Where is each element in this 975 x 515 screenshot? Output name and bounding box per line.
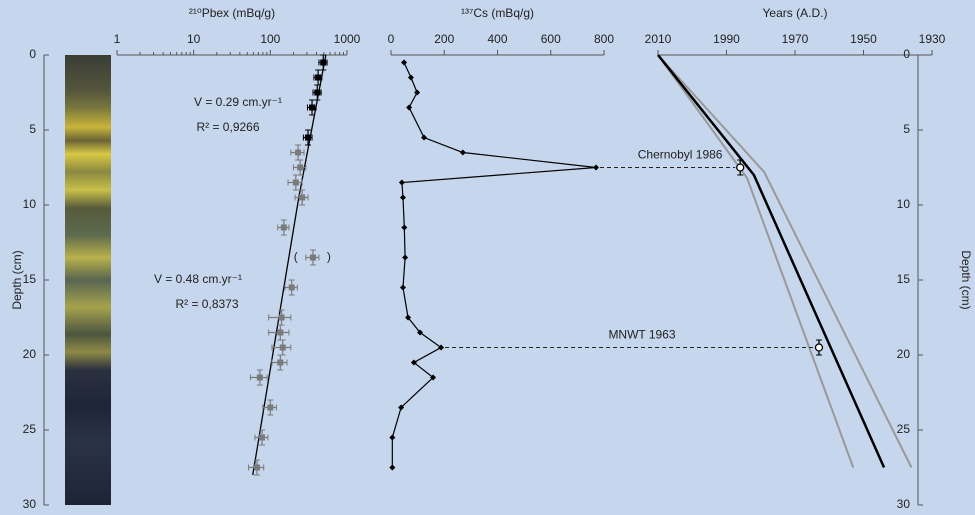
x-tick-label: 1000	[334, 32, 361, 46]
x-tick-label: 0	[388, 32, 395, 46]
point	[310, 255, 316, 261]
cs-point	[389, 465, 395, 471]
x-tick-label: 400	[487, 32, 507, 46]
point	[299, 195, 305, 201]
x-tick-label: 1930	[919, 32, 946, 46]
fit-annotation: R² = 0,8373	[175, 297, 238, 311]
cs-point	[593, 165, 599, 171]
event-label: Chernobyl 1986	[638, 148, 723, 162]
fit-line	[253, 198, 299, 476]
bracket: )	[327, 250, 331, 264]
point	[279, 315, 285, 321]
point	[309, 105, 315, 111]
point	[297, 165, 303, 171]
point	[295, 150, 301, 156]
x-axis-label: Years (A.D.)	[763, 6, 828, 20]
x-tick-label: 800	[594, 32, 614, 46]
cs-point	[408, 75, 414, 81]
point	[320, 60, 326, 66]
x-tick-label: 100	[260, 32, 280, 46]
point	[305, 135, 311, 141]
x-tick-label: 1950	[850, 32, 877, 46]
point	[277, 330, 283, 336]
point	[254, 465, 260, 471]
fit-annotation: V = 0.48 cm.yr⁻¹	[154, 272, 242, 286]
point	[281, 225, 287, 231]
fit-annotation: V = 0.29 cm.yr⁻¹	[194, 95, 282, 109]
y-tick-label: 0	[903, 47, 910, 61]
cs-point	[406, 105, 412, 111]
x-axis-label: ²¹⁰Pbex (mBq/g)	[189, 6, 275, 20]
x-tick-label: 2010	[645, 32, 672, 46]
cs-point	[401, 225, 407, 231]
fit-annotation: R² = 0,9266	[196, 120, 259, 134]
point	[289, 285, 295, 291]
event-point	[737, 164, 744, 171]
cs-point	[460, 150, 466, 156]
x-tick-label: 1970	[782, 32, 809, 46]
y-tick-label: 10	[897, 197, 911, 211]
y-tick-label: 5	[29, 122, 36, 136]
core-photo	[65, 55, 111, 505]
cs-point	[421, 135, 427, 141]
cs-point	[389, 435, 395, 441]
y-tick-label: 15	[23, 272, 37, 286]
x-tick-label: 200	[434, 32, 454, 46]
cs-point	[400, 285, 406, 291]
x-tick-label: 600	[541, 32, 561, 46]
y-tick-label: 30	[23, 497, 37, 511]
cs-point	[400, 195, 406, 201]
age-model-line	[658, 55, 911, 468]
cs-point	[401, 60, 407, 66]
cs-point	[402, 255, 408, 261]
point	[315, 75, 321, 81]
cs-line	[392, 63, 596, 468]
y-tick-label: 10	[23, 197, 37, 211]
figure: ²¹⁰Pbex (mBq/g)1101001000¹³⁷Cs (mBq/g)02…	[0, 0, 975, 515]
x-axis-label: ¹³⁷Cs (mBq/g)	[461, 6, 534, 20]
event-point	[815, 344, 822, 351]
point	[293, 180, 299, 186]
y-tick-label: 20	[897, 347, 911, 361]
point	[267, 405, 273, 411]
y-tick-label: 25	[897, 422, 911, 436]
point	[259, 435, 265, 441]
y-tick-label: 15	[897, 272, 911, 286]
y-axis-label: Depth (cm)	[959, 250, 973, 309]
y-tick-label: 25	[23, 422, 37, 436]
x-tick-label: 1	[114, 32, 121, 46]
point	[314, 90, 320, 96]
point	[277, 360, 283, 366]
x-tick-label: 1990	[713, 32, 740, 46]
y-tick-label: 20	[23, 347, 37, 361]
y-tick-label: 0	[29, 47, 36, 61]
cs-point	[399, 180, 405, 186]
x-tick-label: 10	[187, 32, 201, 46]
point	[280, 345, 286, 351]
point	[257, 375, 263, 381]
cs-point	[414, 90, 420, 96]
bracket: (	[294, 250, 298, 264]
y-tick-label: 5	[903, 122, 910, 136]
age-model-line	[658, 55, 853, 468]
age-model-line	[658, 55, 884, 468]
event-label: MNWT 1963	[608, 328, 675, 342]
y-tick-label: 30	[897, 497, 911, 511]
y-axis-label: Depth (cm)	[10, 250, 24, 309]
